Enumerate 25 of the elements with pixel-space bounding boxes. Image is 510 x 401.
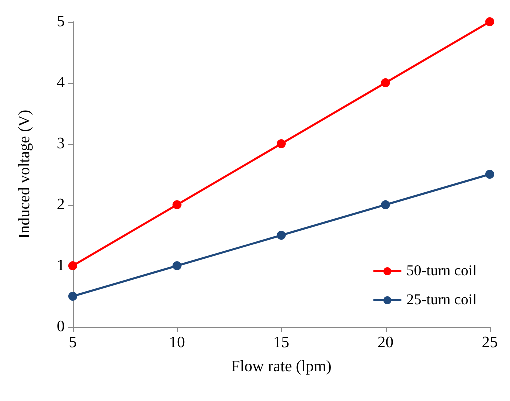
y-tick-label: 0 <box>57 318 65 336</box>
point <box>172 200 182 210</box>
point <box>277 140 286 148</box>
legend-label: 50-turn coil <box>406 264 478 280</box>
x-tick-label: 5 <box>69 334 77 352</box>
point <box>381 200 390 210</box>
point <box>277 231 286 240</box>
x-tick-label: 20 <box>378 334 394 352</box>
point <box>381 78 390 88</box>
point <box>486 170 494 179</box>
x-tick-label: 15 <box>274 334 290 352</box>
y-tick-label: 2 <box>57 196 65 214</box>
x-axis-title: Flow rate (lpm) <box>231 358 332 376</box>
point <box>486 18 494 26</box>
y-axis-title: Induced voltage (V) <box>16 110 34 239</box>
x-tick-label: 25 <box>482 334 498 352</box>
x-tick-label: 10 <box>169 334 186 352</box>
y-tick-label: 1 <box>57 258 65 274</box>
y-tick-label: 4 <box>57 74 65 92</box>
point <box>68 292 78 301</box>
legend-label: 25-turn coil <box>406 292 478 308</box>
point <box>68 262 78 270</box>
y-tick-label: 5 <box>57 14 65 30</box>
y-tick-label: 3 <box>57 136 65 152</box>
point <box>172 262 182 270</box>
